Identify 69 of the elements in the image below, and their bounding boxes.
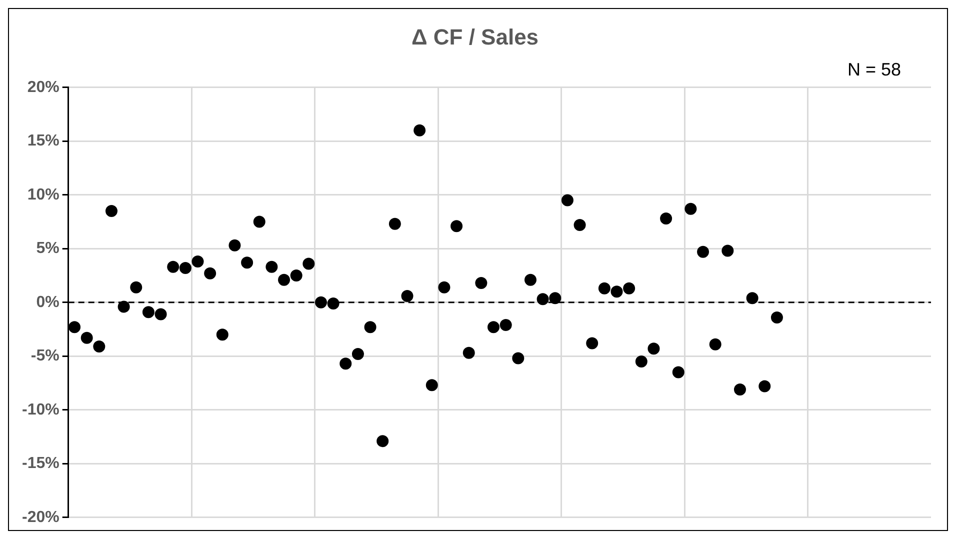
point <box>610 286 623 298</box>
point <box>623 282 636 294</box>
point <box>105 205 118 218</box>
point <box>376 435 389 448</box>
point <box>524 274 536 286</box>
point <box>352 348 364 360</box>
y-tick-label: -15% <box>22 455 60 472</box>
chart-title: Δ CF / Sales <box>411 24 539 50</box>
y-tick-label: 15% <box>27 132 60 150</box>
point <box>68 321 81 334</box>
point <box>648 342 660 355</box>
point <box>660 212 672 225</box>
point <box>697 246 710 258</box>
point <box>758 380 771 392</box>
point <box>709 338 722 350</box>
point <box>635 356 648 368</box>
point <box>746 292 758 304</box>
point <box>154 308 167 320</box>
point <box>414 124 426 136</box>
point <box>536 293 549 306</box>
y-tick-label: 10% <box>27 186 60 204</box>
point <box>598 282 610 294</box>
point <box>179 262 192 274</box>
point <box>574 219 586 231</box>
text: N = 58 <box>847 59 901 80</box>
point <box>253 216 266 228</box>
point <box>561 194 574 206</box>
y-tick-label: 20% <box>27 78 60 96</box>
point <box>80 332 93 344</box>
point <box>278 274 290 286</box>
point <box>314 296 327 308</box>
point <box>488 321 500 334</box>
point <box>340 358 352 370</box>
point <box>93 340 106 352</box>
point <box>401 290 414 302</box>
point <box>192 256 204 268</box>
y-tick-label: 0% <box>36 294 60 311</box>
point <box>142 306 154 318</box>
point <box>167 260 180 273</box>
point <box>549 292 562 304</box>
point <box>734 383 746 396</box>
point <box>266 260 278 273</box>
point <box>241 256 254 269</box>
point <box>672 366 684 378</box>
point <box>462 346 475 359</box>
point <box>216 328 228 341</box>
point <box>290 270 302 282</box>
y-tick-label: 5% <box>36 240 60 258</box>
point <box>684 202 697 215</box>
point <box>512 352 524 364</box>
point <box>770 311 783 324</box>
point <box>722 244 734 257</box>
point <box>388 218 401 230</box>
point <box>438 281 450 294</box>
point <box>302 258 315 270</box>
point <box>118 300 130 313</box>
point <box>228 239 241 252</box>
point <box>475 277 488 290</box>
y-tick-label: -5% <box>30 348 60 365</box>
point <box>586 337 598 350</box>
point <box>426 379 438 392</box>
y-tick-label: -10% <box>22 401 60 418</box>
point <box>450 220 463 232</box>
point <box>204 267 216 280</box>
point <box>327 297 340 310</box>
y-tick-label: -20% <box>22 508 60 526</box>
point <box>364 321 376 334</box>
point <box>130 281 142 294</box>
point <box>500 318 512 331</box>
